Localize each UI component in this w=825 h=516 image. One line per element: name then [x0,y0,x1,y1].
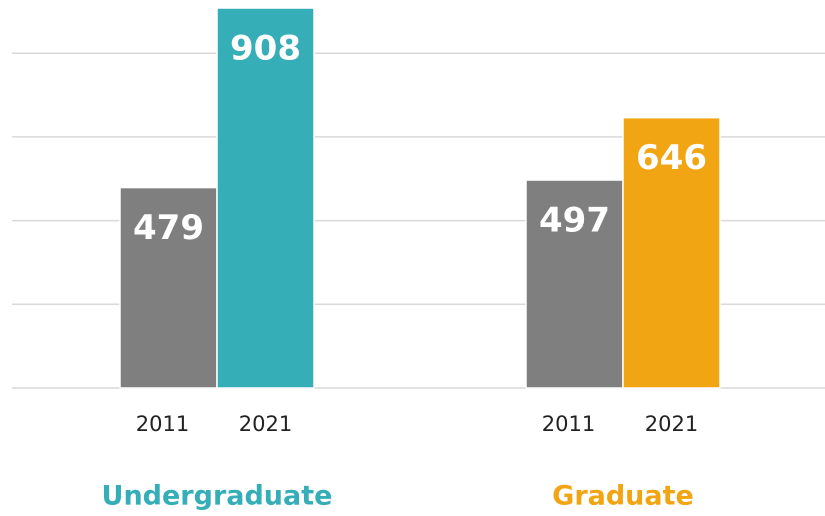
value-label: 497 [539,201,610,241]
value-label: 908 [230,29,301,69]
category-label: Undergraduate [102,481,333,512]
value-label: 479 [133,208,204,248]
series-label: 2021 [239,412,292,436]
series-label: 2021 [645,412,698,436]
bar [622,116,721,389]
category-label: Graduate [552,481,694,512]
series-label: 2011 [136,412,189,436]
bar [525,179,624,389]
bar [216,7,315,389]
value-label: 646 [636,138,707,178]
bar [119,186,218,389]
series-label: 2011 [542,412,595,436]
